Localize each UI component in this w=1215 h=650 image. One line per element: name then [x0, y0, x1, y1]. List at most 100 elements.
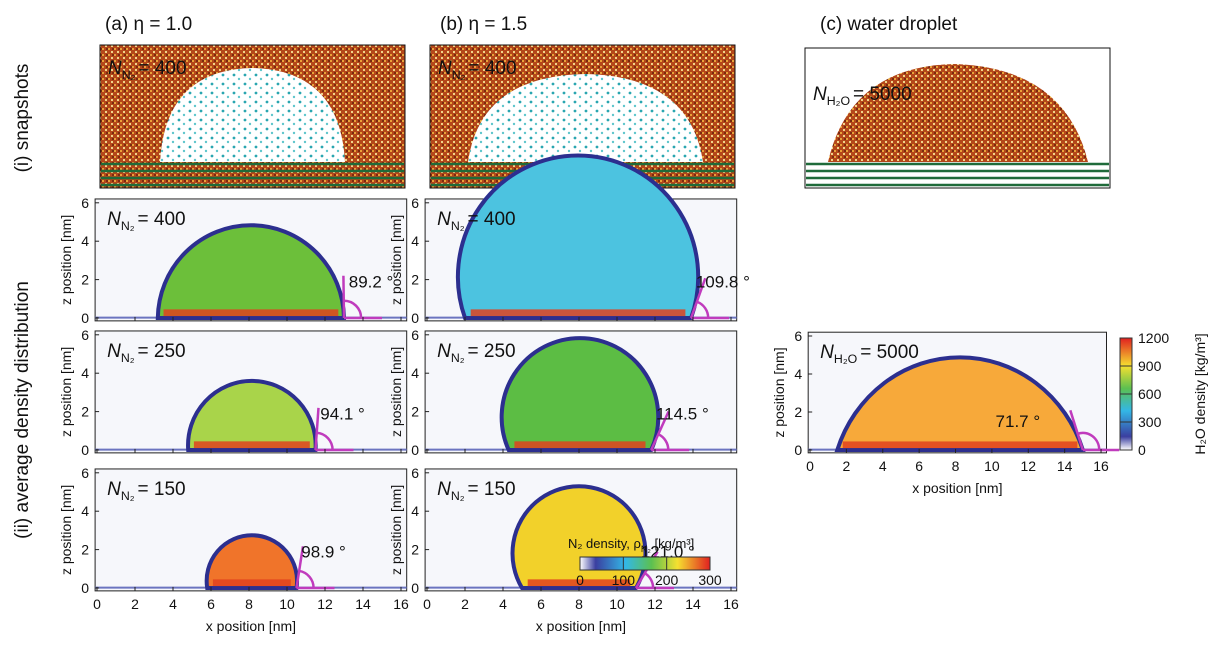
- y-tick-label: 4: [81, 365, 89, 381]
- droplet: [204, 533, 300, 590]
- x-tick-label: 4: [499, 596, 507, 612]
- subscript: N₂: [121, 219, 135, 233]
- x-tick-label: 10: [279, 596, 295, 612]
- y-tick-label: 6: [81, 465, 89, 481]
- colorbar-tick-label: 0: [1138, 442, 1146, 458]
- colorbar-tick-label: 0: [576, 572, 584, 588]
- colorbar-tick-label: 200: [655, 572, 679, 588]
- subscript: N₂: [451, 489, 465, 503]
- angle-label: 114.5 °: [656, 404, 709, 423]
- tangent: [689, 277, 707, 319]
- y-tick-label: 0: [81, 580, 89, 596]
- symbol: N: [107, 209, 121, 230]
- x-tick-label: 0: [93, 596, 101, 612]
- count: = 150: [468, 479, 516, 500]
- x-tick-label: 16: [393, 596, 409, 612]
- droplet: [155, 223, 347, 320]
- count: = 5000: [853, 84, 912, 105]
- row-label: (i) snapshots: [12, 64, 33, 173]
- x-tick-label: 6: [915, 458, 923, 474]
- tangent: [342, 275, 346, 319]
- colorbar-label: H₂O density [kg/m³]: [1192, 333, 1208, 454]
- y-tick-label: 2: [411, 272, 419, 288]
- subscript: N₂: [121, 489, 135, 503]
- x-tick-label: 14: [685, 596, 701, 612]
- droplet: [186, 378, 318, 452]
- count: = 250: [468, 341, 516, 362]
- x-axis-label: x position [nm]: [206, 618, 296, 634]
- colorbar-tick-label: 300: [1138, 414, 1162, 430]
- x-tick-label: 12: [317, 596, 333, 612]
- title: N₂ density, ρ: [568, 536, 641, 551]
- y-tick-label: 0: [81, 310, 89, 326]
- colorbar-tick-label: 900: [1138, 358, 1162, 374]
- y-tick-label: 0: [81, 442, 89, 458]
- title-unit: [kg/m³]: [651, 536, 694, 551]
- x-tick-label: 2: [131, 596, 139, 612]
- row-label: (ii) average density distribution: [12, 281, 33, 539]
- species-label: NN₂ = 250: [107, 341, 186, 365]
- y-tick-label: 0: [411, 442, 419, 458]
- y-axis-label: z position [nm]: [771, 347, 787, 437]
- y-axis-label: z position [nm]: [58, 347, 74, 437]
- symbol: N: [437, 341, 451, 362]
- species-label: NN₂ = 400: [107, 209, 186, 233]
- y-tick-label: 2: [411, 404, 419, 420]
- y-tick-label: 6: [411, 327, 419, 343]
- x-tick-label: 8: [575, 596, 583, 612]
- y-tick-label: 4: [81, 503, 89, 519]
- y-tick-label: 6: [81, 195, 89, 211]
- x-tick-label: 8: [245, 596, 253, 612]
- y-axis-label: z position [nm]: [58, 485, 74, 575]
- angle-arc: [644, 572, 655, 589]
- subscript: N₂: [121, 351, 135, 365]
- bottom-layer: [193, 441, 310, 449]
- symbol: N: [820, 342, 834, 363]
- colorbar: [579, 556, 711, 571]
- y-tick-label: 6: [411, 465, 419, 481]
- x-tick-label: 14: [355, 596, 371, 612]
- y-tick-label: 4: [411, 365, 419, 381]
- droplet: [828, 64, 1088, 162]
- angle-label: 89.2 °: [349, 272, 394, 291]
- species-label: NH₂O = 5000: [820, 342, 919, 366]
- bottom-layer: [514, 441, 646, 449]
- title-sub: N₂: [641, 544, 651, 554]
- y-tick-label: 2: [81, 542, 89, 558]
- x-tick-label: 2: [461, 596, 469, 612]
- count: = 400: [138, 58, 186, 79]
- droplet: [834, 355, 1086, 452]
- symbol: N: [437, 479, 451, 500]
- subscript: N₂: [122, 68, 136, 82]
- snapshots: [99, 44, 1111, 189]
- y-tick-label: 2: [411, 542, 419, 558]
- bottom-layer: [470, 309, 686, 317]
- angle-label: 71.7 °: [996, 412, 1041, 431]
- count: = 400: [468, 58, 516, 79]
- y-tick-label: 0: [411, 310, 419, 326]
- y-tick-label: 4: [411, 503, 419, 519]
- angle-arc: [343, 299, 363, 319]
- y-axis-label: z position [nm]: [388, 347, 404, 437]
- tangent: [314, 407, 320, 451]
- species-label: NN₂ = 250: [437, 341, 516, 365]
- y-tick-label: 4: [794, 366, 802, 382]
- column-header: (b) η = 1.5: [440, 14, 527, 35]
- symbol: N: [107, 341, 121, 362]
- symbol: N: [813, 84, 827, 105]
- subscript: H₂O: [834, 352, 858, 366]
- species-label: NN₂ = 400: [108, 58, 187, 82]
- subscript: N₂: [452, 68, 466, 82]
- x-tick-label: 12: [1020, 458, 1036, 474]
- angle-arc: [696, 300, 710, 319]
- y-axis-label: z position [nm]: [388, 485, 404, 575]
- x-tick-label: 14: [1057, 458, 1073, 474]
- species-label: NN₂ = 400: [437, 209, 516, 233]
- y-tick-label: 0: [411, 580, 419, 596]
- count: = 400: [468, 209, 516, 230]
- tangent: [1069, 409, 1085, 451]
- subscript: H₂O: [827, 94, 851, 108]
- x-tick-label: 12: [647, 596, 663, 612]
- column-header: (a) η = 1.0: [105, 14, 192, 35]
- angle-label: 109.8 °: [696, 272, 750, 291]
